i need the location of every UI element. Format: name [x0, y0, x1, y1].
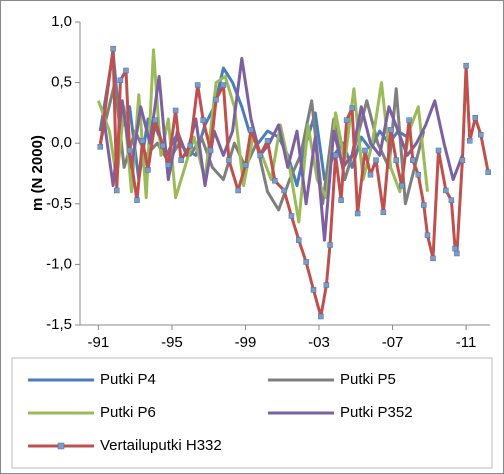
point-marker — [318, 313, 324, 320]
y-tick-label: 0,5 — [51, 74, 72, 91]
point-marker — [187, 142, 194, 149]
point-marker — [117, 77, 124, 83]
point-marker — [288, 213, 295, 219]
point-marker — [421, 202, 427, 208]
point-marker — [448, 197, 455, 203]
point-marker — [354, 210, 361, 217]
point-marker — [310, 287, 317, 293]
point-marker — [338, 197, 344, 203]
point-marker — [257, 152, 263, 159]
point-marker — [134, 197, 140, 203]
x-tick-label: -91 — [88, 334, 110, 351]
point-marker — [443, 187, 449, 194]
point-marker — [435, 147, 442, 154]
point-marker — [478, 131, 484, 138]
legend-label: Putki P5 — [340, 371, 396, 388]
point-marker — [126, 147, 133, 154]
point-marker — [415, 171, 422, 178]
point-marker — [139, 138, 146, 144]
point-marker — [114, 187, 120, 194]
point-marker — [194, 82, 201, 88]
legend-marker — [57, 442, 65, 450]
point-marker — [410, 157, 416, 163]
point-marker — [207, 147, 214, 154]
point-marker — [165, 162, 172, 168]
point-marker — [159, 142, 166, 149]
y-axis-label: m (N 2000) — [29, 135, 46, 211]
x-tick-label: -03 — [308, 334, 330, 351]
legend-label: Vertailuputki H332 — [100, 437, 222, 454]
x-tick-label: -07 — [382, 334, 404, 351]
point-marker — [387, 127, 394, 133]
point-marker — [226, 157, 232, 163]
point-marker — [454, 250, 460, 257]
point-marker — [110, 45, 116, 52]
point-marker — [406, 117, 412, 123]
y-tick-label: -1,5 — [46, 316, 72, 333]
y-tick-label: 0,0 — [51, 134, 72, 151]
point-marker — [467, 138, 473, 144]
point-marker — [380, 209, 387, 216]
point-marker — [463, 62, 469, 69]
point-marker — [235, 187, 241, 194]
point-marker — [272, 178, 278, 184]
point-marker — [398, 182, 405, 189]
x-tick-label: -99 — [235, 334, 257, 351]
point-marker — [178, 157, 184, 163]
point-marker — [296, 237, 302, 243]
point-marker — [349, 105, 355, 111]
point-marker — [430, 255, 436, 262]
series-line — [98, 47, 490, 318]
point-marker — [452, 245, 458, 252]
legend-label: Putki P6 — [100, 404, 156, 421]
point-marker — [213, 96, 219, 103]
point-marker — [459, 157, 466, 163]
series-line — [102, 56, 464, 242]
point-marker — [332, 152, 339, 159]
point-marker — [303, 259, 309, 265]
point-marker — [123, 67, 129, 74]
point-marker — [248, 127, 254, 133]
y-tick-label: -0,5 — [46, 195, 72, 212]
point-marker — [327, 242, 333, 248]
point-marker — [373, 157, 379, 163]
point-marker — [220, 82, 227, 88]
legend-label: Putki P352 — [340, 404, 413, 421]
y-tick-label: -1,0 — [46, 255, 72, 272]
point-marker — [145, 167, 151, 173]
legend-box — [11, 357, 493, 469]
point-marker — [281, 187, 287, 194]
x-tick-label: -11 — [456, 334, 477, 351]
point-marker — [367, 171, 374, 178]
point-marker — [485, 169, 491, 176]
point-marker — [323, 282, 330, 288]
series-line — [98, 81, 426, 212]
point-marker — [264, 138, 271, 144]
point-marker — [152, 117, 159, 123]
point-marker — [424, 232, 431, 239]
point-marker — [242, 162, 249, 168]
x-tick-label: -95 — [161, 334, 183, 351]
legend-label: Putki P4 — [100, 371, 156, 388]
point-marker — [172, 107, 179, 114]
point-marker — [362, 147, 368, 154]
y-tick-label: 1,0 — [51, 13, 72, 30]
point-marker — [393, 157, 399, 163]
point-marker — [97, 144, 103, 150]
point-marker — [472, 114, 479, 121]
point-marker — [200, 117, 206, 123]
point-marker — [343, 117, 350, 123]
